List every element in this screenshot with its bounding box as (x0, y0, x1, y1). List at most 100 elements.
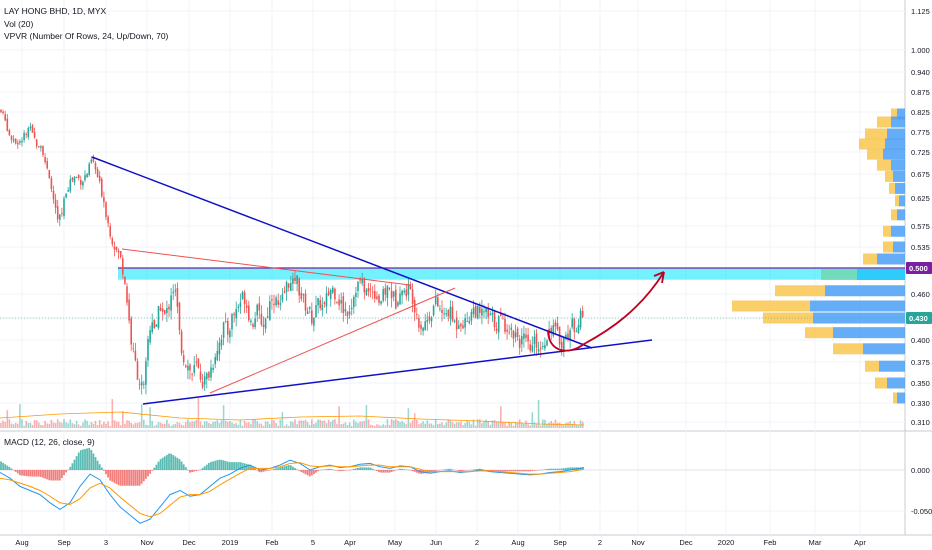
candle-body (0, 109, 2, 113)
volume-bar (256, 421, 258, 428)
macd-histogram-bar (126, 470, 128, 486)
vpvr-down-bar (885, 170, 893, 182)
candle-body (155, 324, 158, 327)
macd-histogram-bar (550, 468, 553, 470)
macd-histogram-bar (157, 461, 160, 470)
volume-bar (40, 425, 42, 428)
x-tick-label: Dec (679, 538, 693, 547)
symbol-legend: LAY HONG BHD, 1D, MYX (4, 6, 107, 16)
macd-histogram-bar (289, 465, 292, 470)
candle-body (397, 302, 399, 306)
candle-body (122, 258, 124, 275)
candle-body (199, 371, 202, 380)
macd-histogram-bar (281, 466, 284, 470)
macd-histogram-bar (224, 460, 227, 470)
macd-histogram-bar (105, 470, 107, 475)
volume-bar (296, 424, 298, 428)
macd-histogram-bar (199, 469, 202, 471)
candle-body (287, 283, 290, 288)
macd-histogram-bar (516, 470, 519, 472)
y-tick-label: 0.625 (911, 194, 930, 203)
candle-body (52, 190, 55, 200)
candle-body (128, 299, 130, 321)
macd-histogram-bar (447, 468, 450, 470)
candle-body (61, 213, 63, 214)
macd-histogram-bar (31, 470, 34, 477)
volume-bar (4, 422, 6, 428)
volume-bar (399, 421, 401, 428)
candle-body (273, 303, 275, 305)
volume-bar (363, 420, 366, 428)
candle-body (521, 336, 523, 345)
macd-histogram-bar (430, 470, 433, 473)
candle-body (243, 292, 246, 305)
candle-body (250, 320, 252, 323)
x-tick-label: Aug (511, 538, 524, 547)
x-tick-label: Nov (631, 538, 645, 547)
candle-body (579, 310, 582, 328)
candle-body (554, 322, 557, 327)
macd-histogram-bar (325, 469, 328, 470)
volume-bar (416, 419, 418, 428)
volume-bar (151, 420, 153, 428)
volume-bar (521, 422, 523, 428)
volume-bar (304, 419, 307, 428)
volume-bar (464, 423, 466, 428)
macd-histogram-bar (277, 467, 280, 470)
candle-body (453, 320, 456, 322)
macd-histogram-bar (287, 465, 290, 470)
volume-bar (418, 424, 420, 428)
macd-histogram-bar (136, 470, 139, 486)
candle-body (166, 308, 168, 314)
macd-histogram-bar (46, 470, 49, 480)
macd-histogram-bar (168, 453, 170, 470)
macd-histogram-bar (56, 470, 59, 481)
candle-body (315, 305, 317, 317)
candle-body (210, 367, 212, 378)
volume-bar (250, 424, 252, 428)
volume-bar (180, 424, 183, 428)
candle-body (357, 281, 359, 292)
candle-body (336, 302, 338, 304)
macd-histogram-bar (518, 470, 521, 472)
candle-body (371, 291, 374, 293)
volume-bar (348, 422, 351, 428)
volume-bar (101, 424, 103, 428)
y-tick-label: 0.825 (911, 108, 930, 117)
volume-bar (338, 406, 340, 428)
macd-histogram-bar (310, 470, 313, 476)
candle-body (306, 311, 309, 314)
candle-body (197, 358, 200, 368)
vpvr-up-bar (899, 195, 905, 207)
candle-body (63, 198, 65, 217)
macd-histogram-bar (172, 455, 175, 470)
macd-histogram-bar (497, 470, 500, 472)
volume-bar (27, 422, 30, 428)
volume-bar (164, 423, 166, 428)
candles (0, 109, 584, 395)
volume-bar (237, 424, 240, 428)
candle-body (212, 368, 214, 371)
candle-body (31, 125, 34, 133)
candle-body (527, 334, 529, 342)
macd-histogram-bar (201, 467, 204, 470)
macd-histogram-bar (359, 467, 361, 470)
macd-histogram-bar (376, 470, 378, 471)
volume-bar (134, 422, 137, 428)
candle-body (294, 277, 296, 281)
macd-histogram-bar (424, 470, 427, 474)
candle-body (168, 306, 170, 310)
candle-body (134, 350, 137, 361)
candle-body (550, 327, 552, 334)
macd-histogram-bar (415, 470, 418, 473)
macd-histogram-bar (2, 462, 4, 470)
volume-bar (191, 421, 193, 428)
volume-bar (122, 411, 124, 428)
volume-bar (96, 425, 99, 428)
volume-bar (178, 422, 181, 428)
vpvr-up-bar (891, 159, 905, 171)
volume-bar (140, 404, 143, 428)
volume-bar (235, 423, 237, 428)
candle-body (525, 334, 527, 339)
candle-body (319, 300, 321, 309)
